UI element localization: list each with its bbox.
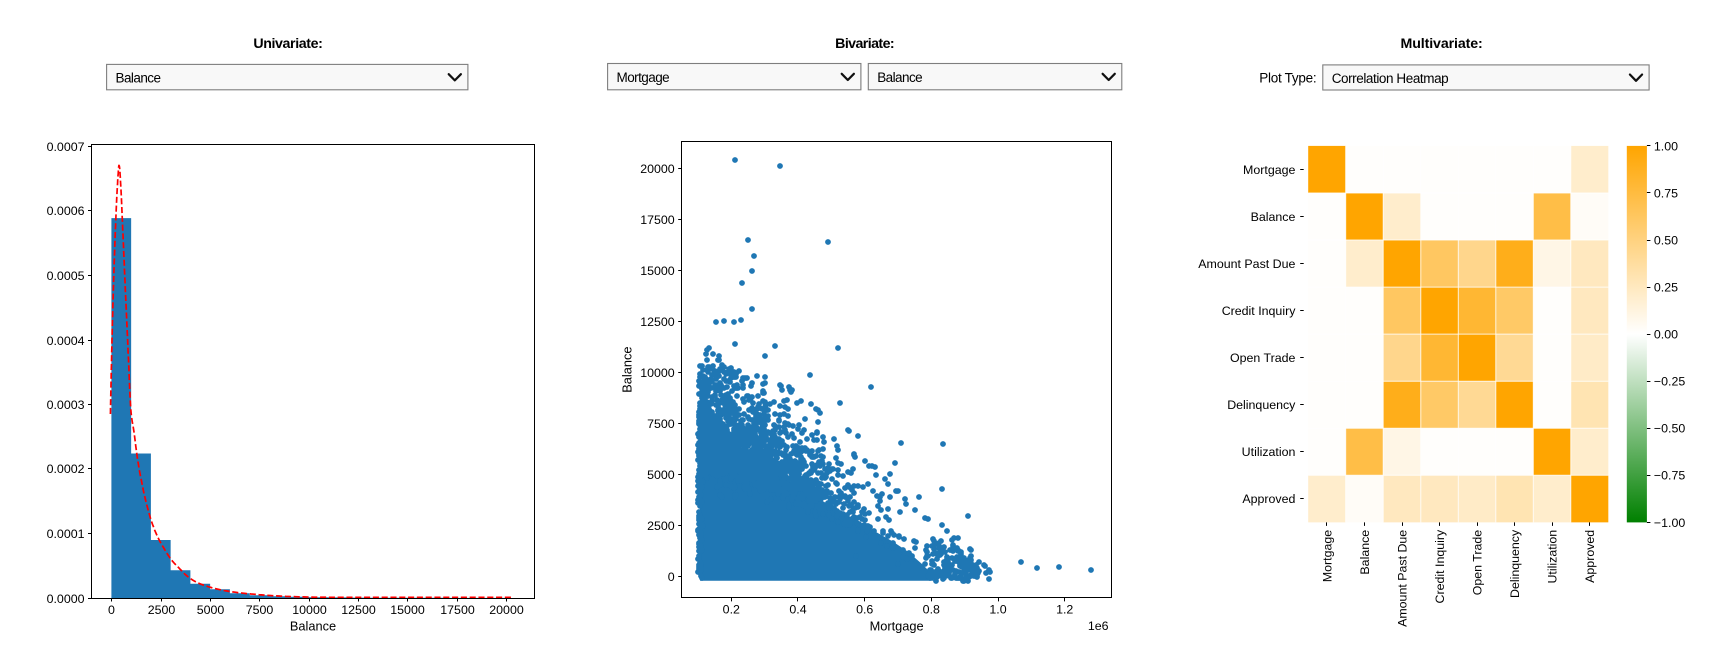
svg-text:12500: 12500 (341, 603, 376, 617)
svg-text:0.0007: 0.0007 (47, 140, 85, 154)
svg-text:Plot Type:: Plot Type: (1259, 71, 1316, 86)
svg-text:Balance: Balance (116, 71, 161, 86)
svg-text:Balance: Balance (1251, 210, 1296, 224)
svg-text:0.0001: 0.0001 (47, 527, 85, 541)
svg-text:Bivariate:: Bivariate: (835, 36, 894, 52)
svg-text:0.0000: 0.0000 (47, 592, 85, 606)
svg-text:Amount Past Due: Amount Past Due (1395, 530, 1409, 627)
svg-text:2500: 2500 (647, 519, 675, 533)
svg-text:0: 0 (668, 570, 675, 584)
svg-text:0.2: 0.2 (723, 603, 740, 617)
svg-text:10000: 10000 (640, 366, 675, 380)
svg-text:7500: 7500 (246, 603, 274, 617)
svg-text:Mortgage: Mortgage (617, 70, 670, 85)
svg-text:0.00: 0.00 (1654, 328, 1678, 342)
svg-text:Utilization: Utilization (1546, 530, 1560, 584)
svg-text:0.0003: 0.0003 (47, 398, 85, 412)
svg-text:1e6: 1e6 (1088, 619, 1109, 633)
svg-text:20000: 20000 (640, 162, 675, 176)
svg-text:−0.25: −0.25 (1654, 375, 1685, 389)
svg-text:15000: 15000 (640, 264, 675, 278)
svg-text:5000: 5000 (197, 603, 225, 617)
svg-text:15000: 15000 (390, 603, 425, 617)
svg-text:0.0005: 0.0005 (47, 269, 85, 283)
svg-text:0.0002: 0.0002 (47, 462, 85, 476)
svg-text:Credit Inquiry: Credit Inquiry (1433, 529, 1447, 603)
svg-text:Open Trade: Open Trade (1230, 351, 1296, 365)
svg-text:Mortgage: Mortgage (1243, 163, 1295, 177)
svg-text:Multivariate:: Multivariate: (1401, 36, 1483, 52)
svg-text:0: 0 (108, 603, 115, 617)
svg-text:10000: 10000 (292, 603, 327, 617)
svg-text:Correlation Heatmap: Correlation Heatmap (1332, 71, 1449, 86)
svg-text:1.00: 1.00 (1654, 139, 1678, 153)
svg-text:7500: 7500 (647, 417, 675, 431)
svg-text:20000: 20000 (489, 603, 524, 617)
svg-text:Univariate:: Univariate: (253, 36, 322, 52)
svg-text:0.0004: 0.0004 (47, 334, 85, 348)
svg-text:Delinquency: Delinquency (1227, 398, 1296, 412)
svg-text:Mortgage: Mortgage (1320, 530, 1334, 582)
svg-text:Approved: Approved (1242, 492, 1295, 506)
svg-text:Balance: Balance (1358, 530, 1372, 575)
svg-text:0.0006: 0.0006 (47, 204, 85, 218)
svg-text:Balance: Balance (290, 619, 336, 634)
svg-text:0.25: 0.25 (1654, 280, 1678, 294)
svg-text:17500: 17500 (640, 213, 675, 227)
svg-text:1.0: 1.0 (989, 603, 1006, 617)
svg-text:Balance: Balance (877, 70, 922, 85)
svg-text:0.75: 0.75 (1654, 186, 1678, 200)
svg-text:17500: 17500 (440, 603, 475, 617)
svg-text:Approved: Approved (1583, 530, 1597, 583)
svg-text:0.4: 0.4 (789, 603, 806, 617)
svg-text:2500: 2500 (148, 603, 176, 617)
svg-text:12500: 12500 (640, 315, 675, 329)
svg-text:Utilization: Utilization (1242, 445, 1296, 459)
svg-text:−0.75: −0.75 (1654, 469, 1685, 483)
svg-text:−0.50: −0.50 (1654, 422, 1685, 436)
svg-text:5000: 5000 (647, 468, 675, 482)
svg-text:0.50: 0.50 (1654, 233, 1678, 247)
svg-text:0.8: 0.8 (923, 603, 940, 617)
svg-text:Open Trade: Open Trade (1470, 530, 1484, 596)
svg-text:Credit Inquiry: Credit Inquiry (1222, 304, 1296, 318)
svg-text:Amount Past Due: Amount Past Due (1198, 257, 1295, 271)
svg-text:Delinquency: Delinquency (1508, 529, 1522, 598)
svg-text:Balance: Balance (620, 346, 635, 392)
svg-text:0.6: 0.6 (856, 603, 873, 617)
svg-text:1.2: 1.2 (1056, 603, 1073, 617)
svg-text:−1.00: −1.00 (1654, 516, 1685, 530)
svg-text:Mortgage: Mortgage (870, 619, 924, 634)
